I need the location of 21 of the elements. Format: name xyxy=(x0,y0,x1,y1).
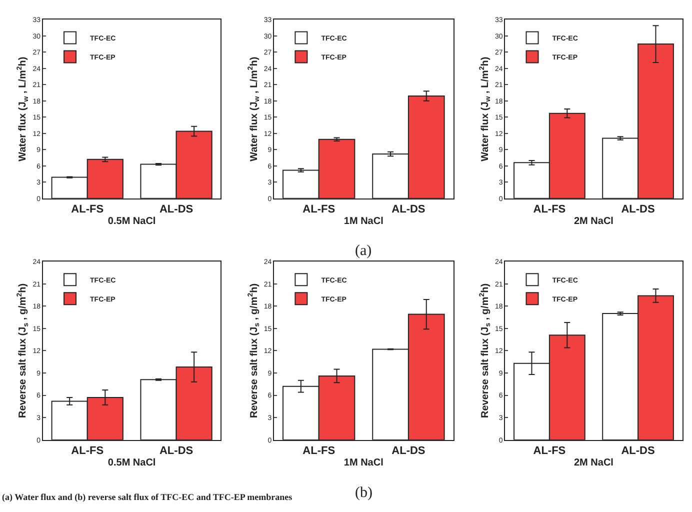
x-tick-label: AL-DS xyxy=(621,445,655,458)
x-axis-title: 2M NaCl xyxy=(574,216,614,228)
text: (b) xyxy=(355,485,372,501)
x-tick-label: AL-FS xyxy=(71,204,104,216)
x-tick-label: AL-FS xyxy=(71,445,104,458)
x-tick-label: AL-FS xyxy=(533,445,566,458)
x-tick-label: AL-FS xyxy=(302,204,336,216)
x-tick-label: AL-FS xyxy=(533,204,566,216)
x-axis-title: 1M NaCl xyxy=(344,458,384,469)
x-tick-label: AL-DS xyxy=(159,445,194,458)
x-tick-label: AL-FS xyxy=(302,445,336,458)
text: (a) xyxy=(355,243,372,259)
x-tick-label: AL-DS xyxy=(621,204,655,216)
x-axis-title: 0.5M NaCl xyxy=(108,216,156,228)
x-axis-title: 0.5M NaCl xyxy=(108,458,156,469)
x-tick-label: AL-DS xyxy=(392,204,426,216)
x-axis-title: 1M NaCl xyxy=(344,216,384,228)
text: (a) Water flux and (b) reverse salt flux of TFC-EC and TFC-EP membranes xyxy=(2,492,293,502)
x-tick-label: AL-DS xyxy=(392,445,426,458)
x-tick-label: AL-DS xyxy=(159,204,194,216)
x-axis-title: 2M NaCl xyxy=(574,458,614,469)
